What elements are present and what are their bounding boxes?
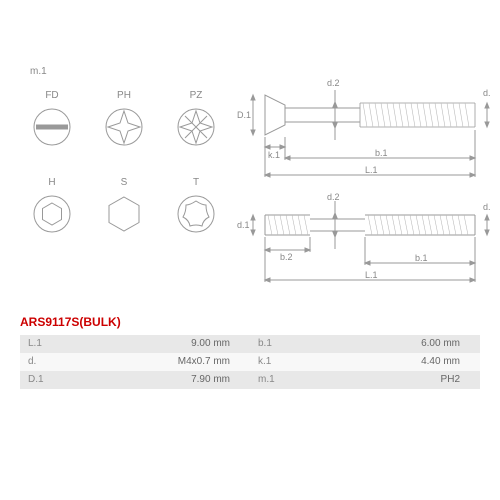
dim-label: d. — [483, 202, 491, 212]
table-row: L.19.00 mm b.16.00 mm — [20, 335, 480, 353]
drive-label: H — [30, 177, 74, 188]
slot-icon — [32, 107, 72, 147]
drive-label: PZ — [174, 90, 218, 101]
spec-val: PH2 — [310, 371, 480, 389]
m1-label: m.1 — [30, 66, 47, 77]
hex-socket-icon — [32, 194, 72, 234]
spec-val: 7.90 mm — [80, 371, 250, 389]
dim-label: d.1 — [237, 220, 250, 230]
dim-label: b.2 — [280, 252, 293, 262]
drive-pz: PZ — [174, 90, 218, 147]
dim-label: L.1 — [365, 270, 378, 280]
drive-s: S — [102, 177, 146, 234]
drive-t: T — [174, 177, 218, 234]
pozidriv-icon — [176, 107, 216, 147]
phillips-icon — [104, 107, 144, 147]
spec-key: D.1 — [20, 371, 80, 389]
dim-label: L.1 — [365, 165, 378, 175]
drive-h: H — [30, 177, 74, 234]
screw-diagrams-svg: D.1 d.2 d. k.1 b.1 L.1 d.1 d.2 d. b.2 b.… — [235, 40, 495, 300]
spec-key: m.1 — [250, 371, 310, 389]
drive-ph: PH — [102, 90, 146, 147]
spec-val: 4.40 mm — [310, 353, 480, 371]
part-code: ARS9117S(BULK) — [20, 315, 121, 329]
tech-diagrams: D.1 d.2 d. k.1 b.1 L.1 d.1 d.2 d. b.2 b.… — [235, 40, 495, 303]
drive-label: FD — [30, 90, 74, 101]
dim-label: d.2 — [327, 78, 340, 88]
table-row: D.17.90 mm m.1PH2 — [20, 371, 480, 389]
spec-val: 6.00 mm — [310, 335, 480, 353]
drive-label: PH — [102, 90, 146, 101]
hex-head-icon — [104, 194, 144, 234]
dim-label: b.1 — [415, 253, 428, 263]
drive-types-grid: FD PH PZ H S T — [30, 90, 230, 264]
dim-label: b.1 — [375, 148, 388, 158]
dim-label: D.1 — [237, 110, 251, 120]
torx-icon — [176, 194, 216, 234]
spec-key: b.1 — [250, 335, 310, 353]
spec-val: 9.00 mm — [80, 335, 250, 353]
spec-val: M4x0.7 mm — [80, 353, 250, 371]
drive-label: S — [102, 177, 146, 188]
dim-label: k.1 — [268, 150, 280, 160]
drive-label: T — [174, 177, 218, 188]
drive-fd: FD — [30, 90, 74, 147]
spec-table: L.19.00 mm b.16.00 mm d.M4x0.7 mm k.14.4… — [20, 335, 480, 389]
table-row: d.M4x0.7 mm k.14.40 mm — [20, 353, 480, 371]
spec-key: d. — [20, 353, 80, 371]
spec-key: k.1 — [250, 353, 310, 371]
spec-key: L.1 — [20, 335, 80, 353]
dim-label: d.2 — [327, 192, 340, 202]
dim-label: d. — [483, 88, 491, 98]
